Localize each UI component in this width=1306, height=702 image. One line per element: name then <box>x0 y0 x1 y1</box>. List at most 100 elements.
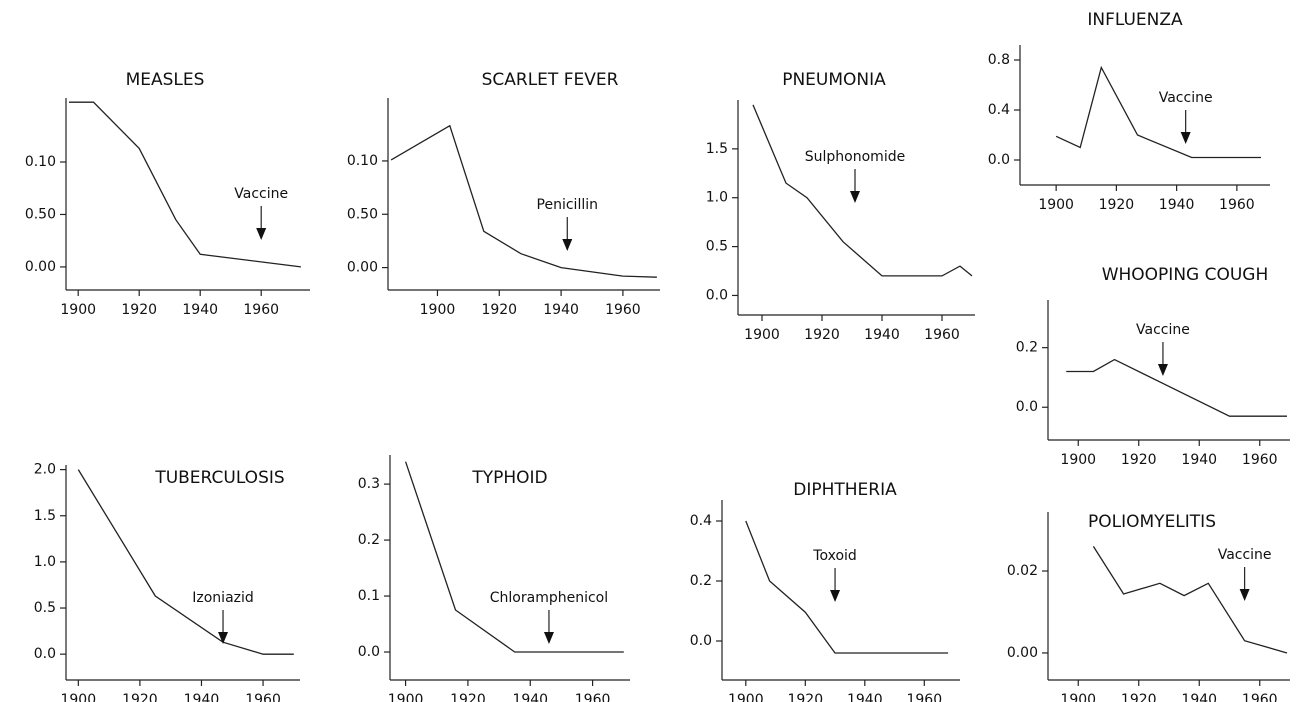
x-tick-label: 1940 <box>184 692 220 702</box>
y-tick-label: 2.0 <box>34 462 56 478</box>
x-tick-label: 1900 <box>728 692 764 702</box>
y-tick-label: 0.1 <box>358 588 380 604</box>
chart-title: INFLUENZA <box>1087 10 1183 30</box>
small-chart: POLIOMYELITIS 0.00 0.02 1900 1920 1940 1960 Vac… <box>1007 512 1290 702</box>
arrow-head <box>218 632 229 644</box>
y-tick-label: 1.5 <box>34 508 56 524</box>
small-chart: TYPHOID 0.0 0.1 0.2 0.3 1900 1920 1940 1960 Chlor… <box>358 455 630 702</box>
small-chart: SCARLET FEVER 0.00 0.50 0.10 1900 1920 1940 196… <box>347 70 660 318</box>
x-tick-label: 1920 <box>1121 452 1157 468</box>
y-tick-label: 0.5 <box>706 239 728 255</box>
y-tick-label: 0.50 <box>347 206 378 222</box>
small-chart: WHOOPING COUGH 0.0 0.2 1900 1920 1940 1960 Vacc… <box>1016 265 1290 468</box>
annotation: Toxoid <box>812 548 857 564</box>
y-tick-label: 0.0 <box>358 644 380 660</box>
series-line <box>404 461 624 653</box>
y-tick-label: 0.50 <box>25 206 56 222</box>
x-tick-label: 1900 <box>60 692 96 702</box>
annotation: Sulphonomide <box>805 149 905 165</box>
y-tick-label: 0.00 <box>347 260 378 276</box>
x-tick-label: 1960 <box>1219 197 1255 213</box>
y-tick-label: 0.00 <box>1007 645 1038 661</box>
series-line <box>77 469 294 655</box>
x-tick-label: 1960 <box>1242 452 1278 468</box>
small-chart: MEASLES 0.00 0.50 0.10 1900 1920 1940 1960 Vacci… <box>25 70 310 318</box>
y-tick-label: 0.00 <box>25 259 56 275</box>
series-line <box>745 520 949 654</box>
x-tick-label: 1920 <box>121 302 157 318</box>
arrow-head <box>256 228 267 240</box>
y-tick-label: 0.2 <box>690 573 712 589</box>
arrow-head <box>1239 589 1250 601</box>
x-tick-label: 1940 <box>1181 452 1217 468</box>
x-tick-label: 1960 <box>243 302 279 318</box>
x-tick-label: 1920 <box>1099 197 1135 213</box>
x-tick-label: 1900 <box>744 327 780 343</box>
arrow-head <box>543 632 554 644</box>
chart-title: DIPHTHERIA <box>793 480 897 500</box>
arrow-head <box>562 239 573 251</box>
x-tick-label: 1900 <box>60 302 96 318</box>
x-tick-label: 1940 <box>864 327 900 343</box>
series-line <box>390 124 657 278</box>
y-tick-label: 0.02 <box>1007 563 1038 579</box>
x-tick-label: 1920 <box>122 692 158 702</box>
y-tick-label: 0.0 <box>34 646 56 662</box>
annotation: Penicillin <box>537 197 598 213</box>
chart-title: SCARLET FEVER <box>482 70 619 90</box>
x-tick-label: 1960 <box>245 692 281 702</box>
y-tick-label: 0.2 <box>1016 340 1038 356</box>
annotation: Vaccine <box>1218 547 1272 563</box>
x-tick-label: 1900 <box>1038 197 1074 213</box>
x-tick-label: 1920 <box>450 692 486 702</box>
x-tick-label: 1940 <box>182 302 218 318</box>
annotation: Vaccine <box>1159 90 1213 106</box>
y-tick-label: 0.3 <box>358 476 380 492</box>
x-tick-label: 1960 <box>924 327 960 343</box>
x-tick-label: 1920 <box>787 692 823 702</box>
x-tick-label: 1940 <box>543 302 579 318</box>
x-tick-label: 1960 <box>575 692 611 702</box>
arrow-head <box>1157 364 1168 376</box>
x-tick-label: 1940 <box>1159 197 1195 213</box>
annotation: Izoniazid <box>192 590 254 606</box>
chart-title: TUBERCULOSIS <box>154 468 284 488</box>
series-line <box>1055 65 1261 159</box>
chart-title: POLIOMYELITIS <box>1088 512 1216 532</box>
y-tick-label: 1.0 <box>706 190 728 206</box>
x-tick-label: 1940 <box>512 692 548 702</box>
y-tick-label: 0.0 <box>1016 399 1038 415</box>
y-tick-label: 0.8 <box>988 52 1010 68</box>
y-tick-label: 0.0 <box>690 633 712 649</box>
small-chart: INFLUENZA 0.0 0.4 0.8 1900 1920 1940 1960 Vaccin… <box>988 10 1270 213</box>
x-tick-label: 1940 <box>847 692 883 702</box>
annotation: Vaccine <box>1136 322 1190 338</box>
x-tick-label: 1920 <box>1121 692 1157 702</box>
y-tick-label: 1.0 <box>34 554 56 570</box>
y-tick-label: 0.2 <box>358 532 380 548</box>
series-line <box>1066 358 1287 417</box>
annotation: Vaccine <box>234 186 288 202</box>
x-tick-label: 1940 <box>1181 692 1217 702</box>
small-chart: TUBERCULOSIS 0.0 0.5 1.0 1.5 2.0 1900 1920 1940 1… <box>34 462 300 702</box>
y-tick-label: 0.0 <box>988 152 1010 168</box>
y-tick-label: 0.5 <box>34 600 56 616</box>
series-line <box>1092 546 1288 654</box>
chart-title: MEASLES <box>126 70 205 90</box>
x-tick-label: 1960 <box>605 302 641 318</box>
series-line <box>752 104 973 277</box>
x-tick-label: 1900 <box>420 302 456 318</box>
y-tick-label: 0.10 <box>347 153 378 169</box>
annotation: Chloramphenicol <box>490 590 608 606</box>
x-tick-label: 1920 <box>481 302 517 318</box>
x-tick-label: 1900 <box>388 692 424 702</box>
x-tick-label: 1900 <box>1060 692 1096 702</box>
x-tick-label: 1960 <box>1242 692 1278 702</box>
arrow-head <box>850 191 860 203</box>
chart-title: WHOOPING COUGH <box>1102 265 1269 285</box>
y-tick-label: 0.4 <box>988 102 1010 118</box>
y-tick-label: 0.10 <box>25 154 56 170</box>
small-chart: PNEUMONIA 0.0 0.5 1.0 1.5 1900 1920 1940 1960 Sul… <box>706 70 975 343</box>
x-tick-label: 1900 <box>1060 452 1096 468</box>
